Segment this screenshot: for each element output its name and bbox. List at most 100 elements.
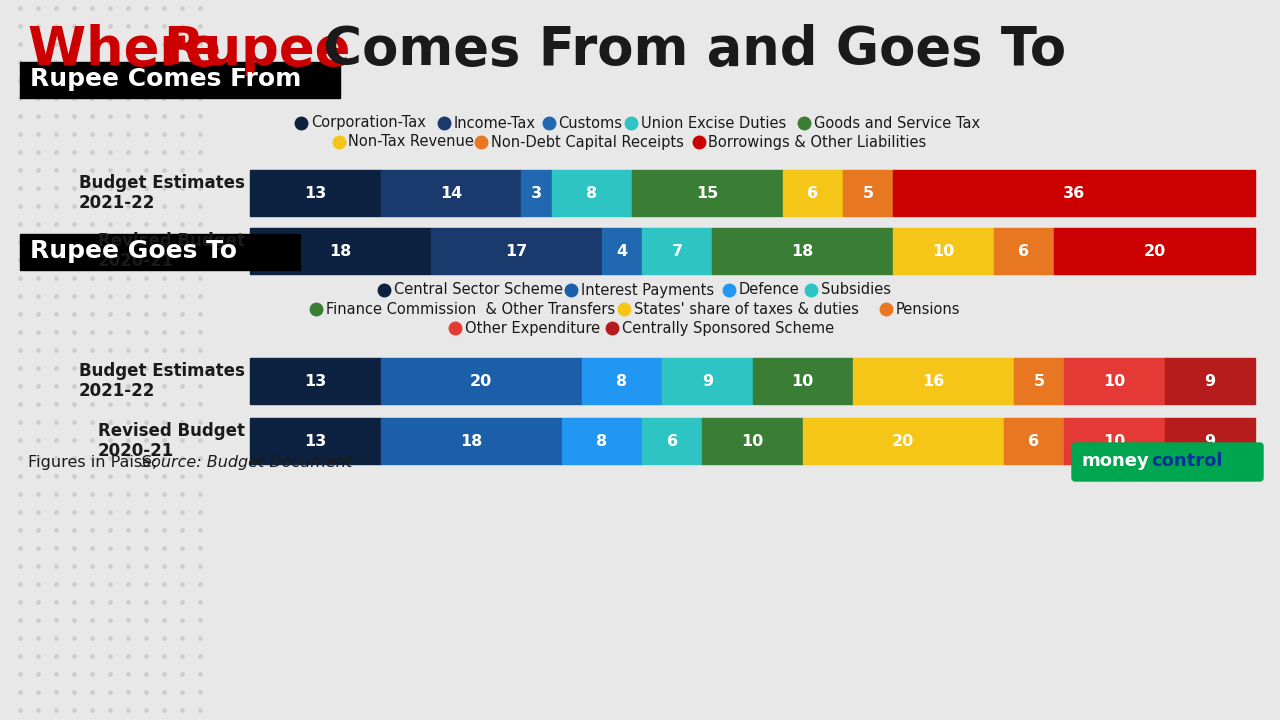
Bar [712,228,893,274]
Text: Borrowings & Other Liabilities: Borrowings & Other Liabilities [709,135,927,150]
Text: Revised Budget
2020-21: Revised Budget 2020-21 [99,422,244,460]
Bar [581,358,662,404]
Bar [562,418,643,464]
Text: 3: 3 [531,186,541,200]
Bar [250,228,431,274]
Bar [852,358,1014,404]
Bar [1004,418,1064,464]
Text: 36: 36 [1062,186,1085,200]
Text: Subsidies: Subsidies [820,282,891,297]
Bar [1064,358,1165,404]
Text: 10: 10 [741,433,764,449]
Text: Source: Budget Document: Source: Budget Document [141,454,353,469]
Bar [1064,418,1165,464]
Text: 10: 10 [791,374,814,389]
Text: 5: 5 [863,186,874,200]
Text: 13: 13 [305,374,326,389]
Text: 6: 6 [1019,243,1029,258]
Text: Union Excise Duties: Union Excise Duties [641,115,786,130]
Text: Goods and Service Tax: Goods and Service Tax [814,115,979,130]
Bar [250,418,380,464]
Bar [380,358,581,404]
FancyBboxPatch shape [1073,443,1263,481]
Bar [602,228,643,274]
Text: Centrally Sponsored Scheme: Centrally Sponsored Scheme [622,320,835,336]
Text: 5: 5 [1033,374,1044,389]
Text: 18: 18 [329,243,352,258]
Bar [1165,358,1254,404]
Bar [521,170,552,216]
Text: Comes From and Goes To: Comes From and Goes To [305,24,1066,76]
Text: 6: 6 [667,433,677,449]
Bar [803,418,1004,464]
Bar [844,170,893,216]
Text: 8: 8 [586,186,598,200]
Bar [250,170,380,216]
Bar [753,358,852,404]
Text: Other Expenditure: Other Expenditure [465,320,600,336]
Bar [893,170,1254,216]
Bar [1053,228,1254,274]
Text: 9: 9 [1204,374,1215,389]
Text: Where: Where [28,24,239,76]
Text: 4: 4 [616,243,627,258]
Text: 16: 16 [923,374,945,389]
Bar [380,170,521,216]
Text: 18: 18 [791,243,814,258]
Text: 13: 13 [305,186,326,200]
Text: Rupee Goes To: Rupee Goes To [29,239,237,263]
Bar [250,358,380,404]
Text: 13: 13 [305,433,326,449]
Text: Customs: Customs [558,115,622,130]
Text: Budget Estimates
2021-22: Budget Estimates 2021-22 [79,174,244,212]
Text: Defence: Defence [739,282,799,297]
Bar [703,418,803,464]
Text: Revised Budget
2020-21: Revised Budget 2020-21 [99,232,244,271]
Text: Budget Estimates
2021-22: Budget Estimates 2021-22 [79,361,244,400]
Bar [893,228,993,274]
Text: 14: 14 [440,186,462,200]
Text: money: money [1082,452,1149,470]
Text: 8: 8 [616,374,627,389]
Text: Non-Debt Capital Receipts: Non-Debt Capital Receipts [492,135,684,150]
Text: control: control [1152,452,1222,470]
Text: 7: 7 [672,243,682,258]
Text: Figures in Paise;: Figures in Paise; [28,454,163,469]
Bar [632,170,782,216]
Text: Pensions: Pensions [896,302,960,317]
Text: 6: 6 [808,186,818,200]
Text: 15: 15 [696,186,718,200]
Bar [782,170,844,216]
Text: Central Sector Scheme: Central Sector Scheme [393,282,562,297]
Text: Interest Payments: Interest Payments [581,282,714,297]
Text: 9: 9 [1204,433,1215,449]
Bar [643,228,712,274]
Text: Finance Commission  & Other Transfers: Finance Commission & Other Transfers [326,302,616,317]
Text: 17: 17 [506,243,527,258]
Bar [20,234,300,270]
Text: 10: 10 [932,243,955,258]
Bar [993,228,1053,274]
Bar [643,418,703,464]
Bar [1165,418,1254,464]
Text: Rupee: Rupee [163,24,351,76]
Text: 10: 10 [1103,374,1125,389]
Text: Rupee Comes From: Rupee Comes From [29,67,301,91]
Bar [1014,358,1064,404]
Text: 6: 6 [1028,433,1039,449]
Text: 10: 10 [1103,433,1125,449]
Bar [431,228,602,274]
Text: 18: 18 [460,433,483,449]
Bar [20,62,340,98]
Text: 9: 9 [701,374,713,389]
Text: States' share of taxes & duties: States' share of taxes & duties [634,302,859,317]
Text: Non-Tax Revenue: Non-Tax Revenue [348,135,475,150]
Bar [380,418,562,464]
Text: Corporation-Tax: Corporation-Tax [311,115,426,130]
Text: 20: 20 [1143,243,1166,258]
Text: 20: 20 [892,433,914,449]
Bar [552,170,632,216]
Text: Income-Tax: Income-Tax [453,115,535,130]
Bar [662,358,753,404]
Text: 8: 8 [596,433,607,449]
